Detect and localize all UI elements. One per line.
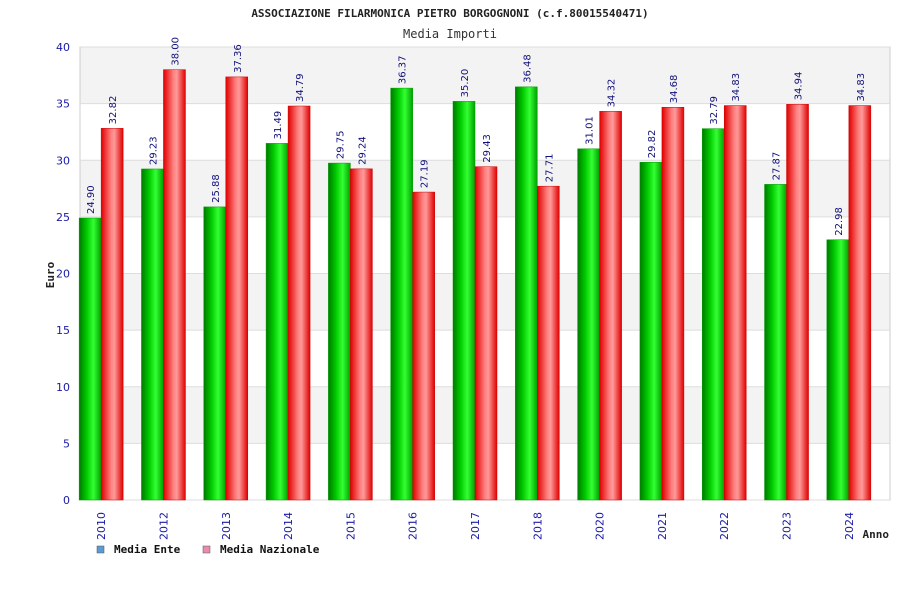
x-tick-label: 2015 [344, 512, 357, 540]
x-tick-label: 2020 [594, 512, 607, 540]
value-label: 27.71 [544, 154, 555, 183]
bar-media-ente-2018 [515, 86, 538, 501]
value-label: 27.87 [772, 152, 783, 181]
legend-swatch-media-nazionale [202, 545, 211, 554]
bar-media-ente-2021 [639, 162, 663, 501]
bar-media-ente-2013 [203, 206, 227, 501]
y-tick-label: 40 [56, 41, 70, 54]
bar-media-nazionale-2023 [786, 104, 809, 501]
value-label: 29.75 [335, 130, 346, 159]
value-label: 25.88 [211, 174, 222, 203]
value-label: 34.94 [794, 72, 805, 101]
plot-band [80, 47, 890, 104]
y-tick-label: 10 [56, 381, 70, 394]
value-label: 31.49 [273, 111, 284, 140]
legend-label-media-ente: Media Ente [114, 543, 181, 556]
value-label: 34.83 [731, 73, 742, 102]
y-tick-label: 30 [56, 154, 70, 167]
x-tick-label: 2022 [718, 512, 731, 540]
legend-label-media-nazionale: Media Nazionale [220, 543, 320, 556]
value-label: 29.24 [357, 136, 368, 165]
value-label: 34.32 [607, 79, 618, 108]
x-axis-ticks: 2010 2012 2013 2014 2015 2016 2017 2018 2020 2021… [95, 512, 856, 540]
bar-media-nazionale-2016 [412, 191, 435, 501]
bar-media-ente-2022 [701, 128, 725, 501]
bar-media-nazionale-2024 [848, 105, 872, 501]
bar-media-ente-2023 [764, 184, 787, 501]
value-label: 34.79 [295, 73, 306, 102]
bar-media-nazionale-2020 [599, 111, 622, 501]
value-label: 32.79 [709, 96, 720, 125]
x-tick-label: 2018 [531, 512, 544, 540]
value-label: 37.36 [233, 44, 244, 73]
chart-subtitle: Media Importi [403, 27, 497, 41]
value-label: 29.43 [482, 134, 493, 163]
bars [78, 69, 872, 501]
value-label: 34.68 [669, 75, 680, 104]
bar-media-nazionale-2012 [163, 69, 186, 501]
bar-media-nazionale-2014 [287, 105, 311, 501]
bar-media-ente-2010 [78, 217, 102, 501]
y-axis-ticks: 0 5 10 15 20 25 30 35 40 [56, 41, 70, 507]
plot-band [80, 103, 890, 161]
x-tick-label: 2021 [656, 512, 669, 540]
bar-media-ente-2017 [452, 101, 476, 501]
value-label: 22.98 [834, 207, 845, 236]
value-label: 31.01 [585, 116, 596, 145]
y-tick-label: 25 [56, 211, 70, 224]
x-tick-label: 2016 [407, 512, 420, 540]
bar-media-nazionale-2018 [537, 185, 560, 501]
value-label: 36.48 [522, 54, 533, 83]
bar-media-ente-2014 [265, 143, 289, 501]
value-label: 24.90 [86, 185, 97, 214]
legend-swatch-media-ente [96, 545, 105, 554]
y-tick-label: 5 [63, 437, 70, 450]
value-labels: 24.90 32.82 29.23 38.00 25.88 37.36 31.49 34.79… [86, 37, 867, 236]
bar-media-nazionale-2013 [225, 76, 249, 501]
x-tick-label: 2017 [469, 512, 482, 540]
y-tick-label: 35 [56, 98, 70, 111]
bar-media-ente-2015 [328, 162, 351, 501]
x-tick-label: 2023 [781, 512, 794, 540]
chart-title: ASSOCIAZIONE FILARMONICA PIETRO BORGOGNO… [251, 7, 648, 20]
bar-media-nazionale-2021 [661, 106, 685, 501]
bar-media-nazionale-2015 [350, 168, 373, 501]
value-label: 36.37 [398, 55, 409, 84]
bar-media-nazionale-2022 [723, 105, 747, 501]
legend: Media Ente Media Nazionale [96, 543, 320, 556]
value-label: 27.19 [420, 159, 431, 188]
bar-media-nazionale-2017 [474, 166, 498, 501]
bar-media-ente-2024 [826, 239, 850, 501]
y-tick-label: 15 [56, 324, 70, 337]
value-label: 34.83 [856, 73, 867, 102]
y-tick-label: 0 [63, 494, 70, 507]
bar-media-ente-2020 [577, 148, 600, 501]
y-axis-label: Euro [44, 261, 57, 288]
x-tick-label: 2014 [282, 512, 295, 540]
x-axis-label: Anno [863, 528, 890, 541]
value-label: 29.23 [148, 136, 159, 165]
value-label: 38.00 [170, 37, 181, 66]
bar-media-ente-2012 [141, 168, 164, 501]
x-tick-label: 2010 [95, 512, 108, 540]
bar-media-nazionale-2010 [100, 128, 124, 501]
y-tick-label: 20 [56, 268, 70, 281]
value-label: 32.82 [108, 96, 119, 125]
value-label: 29.82 [647, 130, 658, 159]
x-tick-label: 2013 [220, 512, 233, 540]
value-label: 35.20 [460, 69, 471, 98]
bar-media-ente-2016 [390, 87, 413, 501]
x-tick-label: 2024 [843, 512, 856, 540]
x-tick-label: 2012 [157, 512, 170, 540]
